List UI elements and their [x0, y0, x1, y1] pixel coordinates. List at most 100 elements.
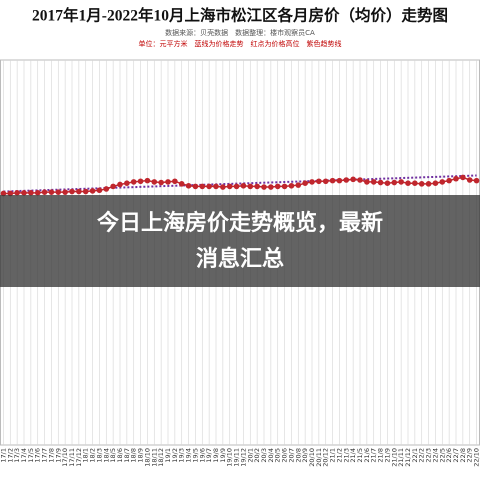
x-tick-label: 18/9	[137, 448, 145, 463]
data-point	[364, 179, 370, 185]
x-tick-label: 21/5	[356, 448, 364, 463]
data-point	[96, 187, 103, 194]
x-tick-label: 19/7	[205, 448, 213, 463]
x-tick-label: 21/2	[335, 448, 343, 463]
x-tick-label: 17/6	[34, 448, 42, 463]
data-point	[329, 177, 336, 184]
data-point	[295, 182, 302, 188]
x-tick-label: 22/10	[473, 448, 480, 467]
x-tick-label: 19/8	[212, 448, 220, 463]
x-tick-label: 17/7	[41, 448, 49, 463]
annotation: 单位：元平方米 蓝线为价格走势 红点为价格高位 紫色趋势线	[139, 39, 342, 48]
data-point	[322, 178, 329, 185]
x-tick-label: 18/10	[143, 448, 151, 467]
x-tick-label: 20/5	[274, 448, 282, 463]
data-point	[247, 183, 254, 190]
data-point	[288, 182, 295, 189]
data-point	[460, 174, 466, 181]
data-point	[220, 184, 226, 190]
x-tick-label: 17/8	[47, 448, 55, 463]
x-tick-label: 19/2	[171, 448, 179, 463]
x-tick-label: 20/8	[294, 448, 302, 463]
x-tick-label: 19/6	[198, 448, 206, 463]
x-tick-label: 18/5	[109, 448, 117, 463]
data-point	[76, 188, 82, 195]
x-tick-label: 21/12	[404, 448, 412, 467]
x-tick-label: 17/2	[6, 448, 14, 463]
data-point	[281, 183, 288, 190]
x-tick-label: 22/9	[466, 448, 474, 463]
data-point	[446, 177, 452, 184]
data-point	[185, 182, 192, 189]
x-tick-label: 20/4	[267, 448, 275, 463]
data-point	[425, 181, 432, 187]
data-point	[391, 179, 398, 186]
x-tick-label: 22/1	[411, 448, 419, 463]
x-tick-label: 18/12	[157, 448, 165, 467]
data-point	[432, 180, 439, 186]
x-tick-label: 21/10	[390, 448, 398, 467]
x-tick-label: 21/11	[397, 448, 405, 467]
x-tick-label: 20/2	[253, 448, 261, 463]
x-tick-label: 20/10	[308, 448, 316, 467]
x-tick-label: 20/6	[281, 448, 289, 463]
data-point	[274, 183, 281, 190]
data-point	[370, 179, 377, 185]
data-point	[34, 190, 41, 196]
x-tick-label: 21/9	[383, 448, 391, 463]
data-point	[144, 177, 151, 184]
data-point	[343, 177, 350, 183]
data-point	[55, 189, 62, 195]
data-point	[192, 183, 199, 190]
x-tick-label: 19/10	[226, 448, 234, 467]
x-tick-label: 22/2	[418, 448, 426, 463]
data-point	[89, 188, 96, 194]
x-tick-label: 19/4	[185, 448, 193, 463]
data-point	[466, 177, 473, 183]
x-tick-label: 21/3	[342, 448, 350, 463]
x-tick-label: 18/3	[95, 448, 103, 463]
data-point	[254, 183, 260, 190]
data-point	[240, 182, 247, 189]
data-point	[69, 188, 75, 195]
annotation: 数据来源：贝壳数据 数据整理：楼市观察员CA	[165, 28, 315, 37]
data-point	[178, 181, 185, 187]
data-point	[268, 184, 274, 190]
x-tick-label: 17/10	[61, 448, 69, 467]
x-tick-label: 18/4	[102, 448, 110, 463]
x-tick-label: 22/4	[431, 448, 439, 463]
x-tick-label: 19/1	[164, 448, 172, 463]
data-point	[0, 190, 7, 197]
data-point	[213, 183, 219, 190]
x-tick-label: 18/1	[82, 448, 90, 463]
x-tick-label: 18/7	[123, 448, 131, 463]
data-point	[302, 180, 308, 186]
data-point	[418, 181, 425, 187]
x-tick-label: 21/4	[349, 448, 357, 463]
data-point	[14, 190, 20, 196]
data-point	[117, 181, 123, 188]
x-tick-label: 17/3	[13, 448, 21, 463]
data-point	[41, 189, 48, 195]
data-point	[405, 180, 411, 186]
data-point	[309, 179, 315, 185]
x-tick-label: 21/7	[370, 448, 378, 463]
data-point	[124, 180, 130, 186]
data-point	[473, 177, 480, 184]
data-point	[21, 190, 27, 196]
x-tick-label: 21/1	[329, 448, 337, 463]
data-point	[453, 175, 459, 182]
x-tick-label: 21/8	[377, 448, 385, 463]
x-tick-label: 22/7	[452, 448, 460, 463]
data-point	[439, 179, 446, 185]
x-tick-label: 19/9	[219, 448, 227, 463]
data-point	[398, 179, 404, 185]
x-tick-label: 18/11	[150, 448, 158, 467]
data-point	[350, 176, 356, 183]
x-tick-label: 19/5	[191, 448, 199, 463]
data-point	[206, 183, 212, 190]
series-line	[3, 176, 477, 195]
data-point	[103, 186, 110, 192]
x-tick-label: 17/12	[75, 448, 83, 467]
trend-line	[3, 174, 477, 193]
